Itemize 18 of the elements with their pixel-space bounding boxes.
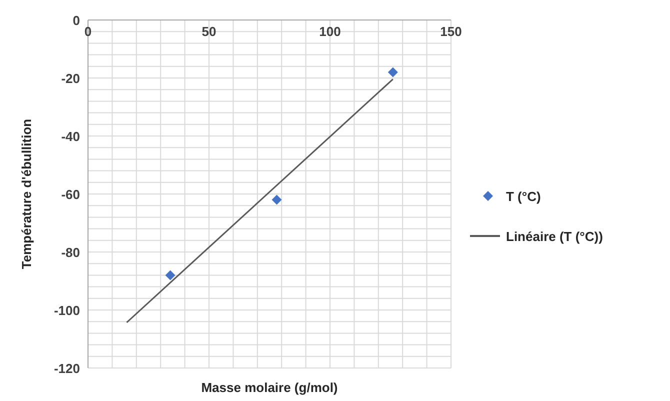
y-tick-label: -40 [61, 129, 80, 144]
point [388, 67, 398, 78]
y-tick-label: -80 [61, 245, 80, 260]
y-axis-title: Température d'ébullition [19, 118, 34, 270]
x-tick-label: 100 [319, 24, 341, 39]
x-tick-label: 50 [202, 24, 216, 39]
legend-label: T (°C) [506, 189, 541, 204]
x-tick-label: 150 [440, 24, 462, 39]
y-tick-label: -100 [54, 303, 80, 318]
y-tick-label: -60 [61, 187, 80, 202]
y-tick-label: -20 [61, 71, 80, 86]
x-axis-title: Masse molaire (g/mol) [201, 380, 338, 395]
point [165, 270, 176, 280]
legend-label: Linéaire (T (°C)) [506, 229, 603, 244]
y-tick-label: 0 [72, 13, 80, 28]
point [272, 194, 282, 205]
x-tick-label: 0 [84, 24, 92, 39]
y-tick-label: -120 [54, 361, 80, 376]
